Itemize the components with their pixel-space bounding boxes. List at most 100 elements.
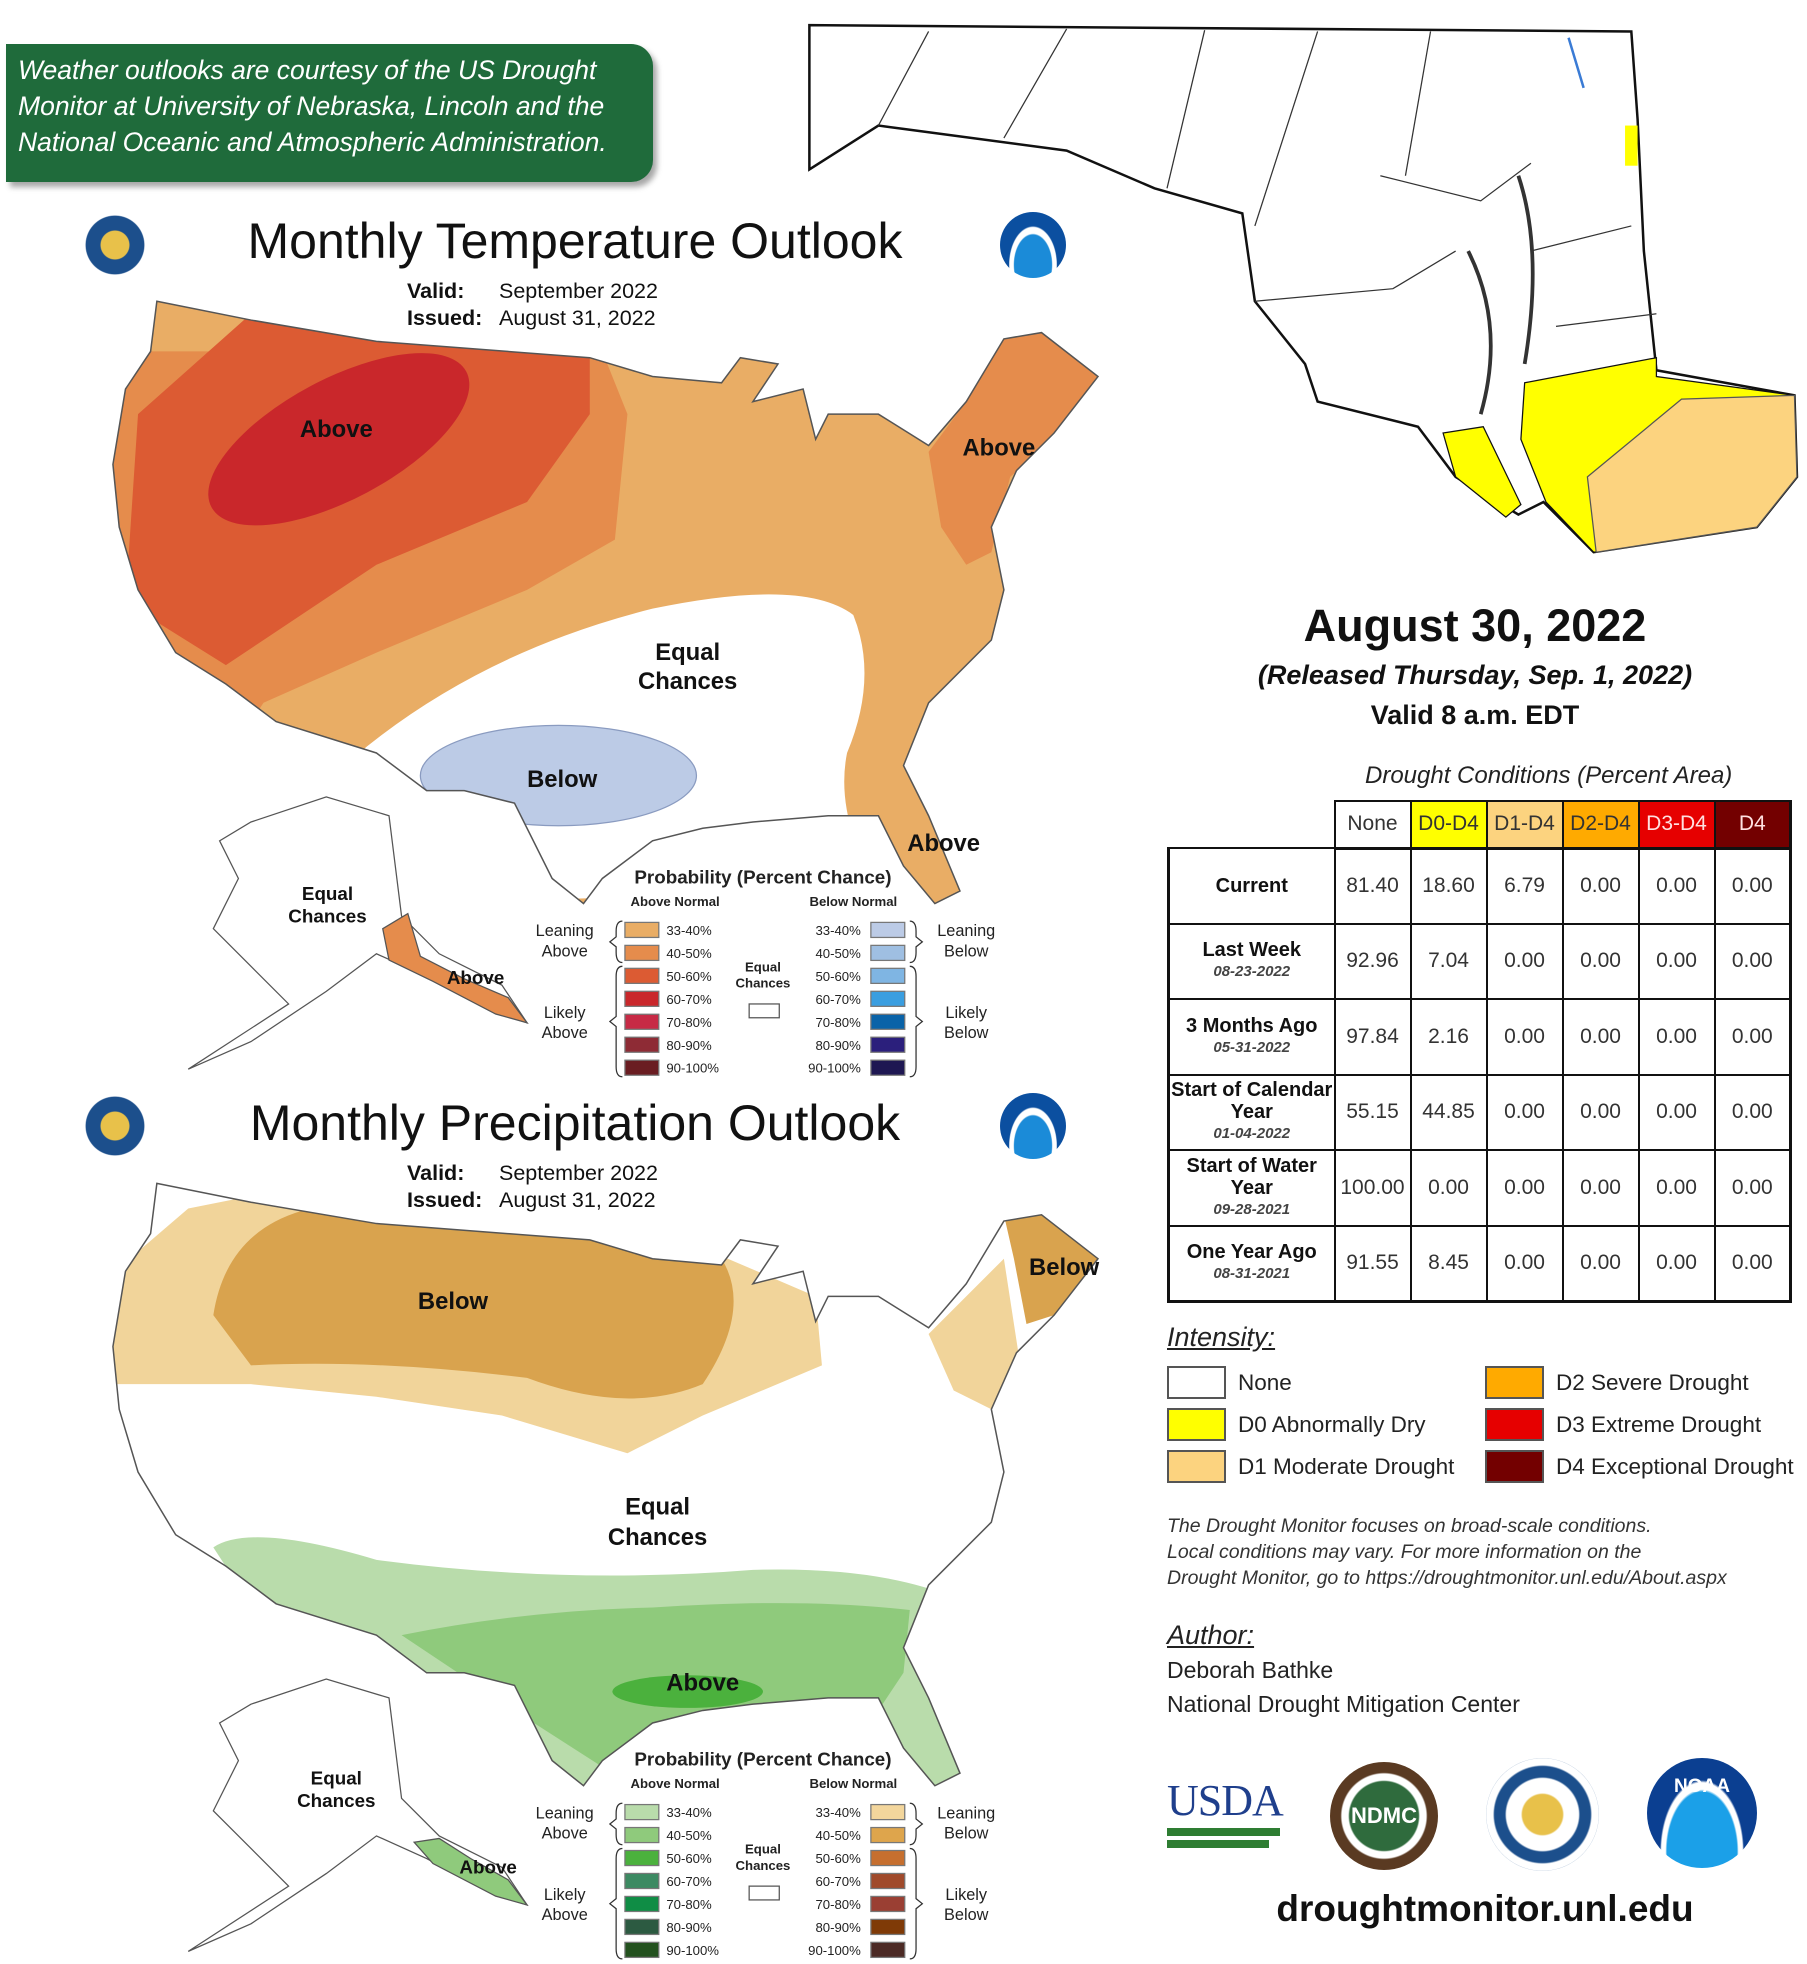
precip-map-labels: Below Below Equal Chances Above Equal Ch… (297, 1254, 1100, 1878)
label-ak-above: Above (459, 1857, 517, 1878)
legend-brace (608, 965, 623, 1078)
legend-swatch-below (870, 921, 906, 939)
legend-likely-below: Likely (945, 1004, 988, 1022)
legend-swatch-below (870, 990, 906, 1007)
valid-time: Valid 8 a.m. EDT (1370, 700, 1580, 730)
table-cell: 2.16 (1409, 998, 1488, 1076)
table-cell: 0.00 (1713, 847, 1792, 925)
legend-swatch-above (624, 1059, 660, 1076)
precip-below-northeast-light (928, 1258, 1019, 1410)
intensity-swatch (1167, 1408, 1226, 1441)
legend-range-below: 40-50% (815, 1828, 861, 1843)
legend-swatch-below (870, 1803, 906, 1821)
table-cell: 0.00 (1637, 998, 1716, 1076)
legend-range-below: 33-40% (815, 923, 861, 938)
intensity-label: None (1238, 1369, 1292, 1395)
intensity-title: Intensity: (1167, 1322, 1276, 1352)
label-above-gulf: Above (666, 1669, 739, 1696)
legend-range-above: 90-100% (666, 1061, 719, 1076)
legend-range-below: 90-100% (808, 1061, 861, 1076)
table-row: Last Week 08-23-2022 92.96 7.04 0.00 0.00 0.00… (1167, 922, 1792, 1000)
label-below-northeast: Below (1029, 1254, 1100, 1281)
legend-range-below: 60-70% (815, 992, 861, 1007)
intensity-label: D4 Exceptional Drought (1556, 1453, 1794, 1479)
legend-swatch-below (870, 1826, 906, 1844)
legend-range-below: 50-60% (815, 1851, 861, 1866)
legend-leaning-below: Leaning (937, 1804, 995, 1822)
legend-range-below: 70-80% (815, 1015, 861, 1030)
legend-leaning-above: Leaning (536, 922, 594, 940)
legend-brace (909, 1802, 924, 1846)
label-equal: Equal (625, 1494, 690, 1521)
label-ak-chances: Chances (288, 905, 366, 926)
row-label: One Year Ago 08-31-2021 (1167, 1224, 1336, 1303)
precip-issued-value: August 31, 2022 (499, 1188, 656, 1212)
legend-swatch-above (624, 1013, 660, 1030)
legend-swatch-above (624, 1918, 660, 1936)
table-cell: 0.00 (1409, 1149, 1488, 1227)
temperature-map: Above Above Equal Chances Below Above Eq… (112, 300, 1099, 1078)
table-cell: 0.00 (1637, 847, 1716, 925)
temp-alaska-above (382, 912, 529, 1024)
maryland-drought-map (808, 23, 1799, 554)
table-cell: 91.55 (1333, 1224, 1412, 1303)
legend-brace (909, 1847, 924, 1960)
intensity-item: D0 Abnormally Dry (1167, 1408, 1426, 1441)
website-url[interactable]: droughtmonitor.unl.edu (1276, 1888, 1694, 1929)
column-header: None (1333, 800, 1412, 850)
table-cell: 0.00 (1561, 998, 1640, 1076)
legend-leaning-above: Leaning (536, 1804, 594, 1822)
legend-swatch-below (870, 1918, 906, 1936)
label-ak-chances: Chances (297, 1790, 375, 1811)
row-label: 3 Months Ago 05-31-2022 (1167, 998, 1336, 1076)
table-cell: 0.00 (1713, 1073, 1792, 1151)
commerce-seal-logo (82, 1093, 148, 1159)
noaa-logo: NOAA (1647, 1758, 1757, 1868)
label-below: Below (527, 766, 598, 793)
legend-title: Probability (Percent Chance) (634, 866, 891, 887)
intensity-label: D0 Abnormally Dry (1238, 1411, 1426, 1437)
label-above-northeast: Above (962, 435, 1035, 462)
label-equal: Equal (655, 639, 720, 666)
legend-range-above: 60-70% (666, 992, 712, 1007)
table-cell: 92.96 (1333, 922, 1412, 1000)
legend-range-above: 50-60% (666, 969, 712, 984)
precip-alaska (187, 1678, 529, 1952)
table-cell: 7.04 (1409, 922, 1488, 1000)
legend-range-below: 70-80% (815, 1897, 861, 1912)
temp-above-northeast (928, 328, 1099, 565)
table-cell: 0.00 (1637, 1224, 1716, 1303)
label-ak-equal: Equal (311, 1767, 362, 1788)
banner-line: National Oceanic and Atmospheric Adminis… (18, 127, 607, 157)
legend-range-above: 40-50% (666, 1828, 712, 1843)
disclaimer: The Drought Monitor focuses on broad-sca… (1167, 1515, 1727, 1589)
table-cell: 81.40 (1333, 847, 1412, 925)
temp-issued-value: August 31, 2022 (499, 306, 656, 330)
table-cell: 18.60 (1409, 847, 1488, 925)
legend-likely-below: Below (944, 1024, 989, 1042)
table-cell: 0.00 (1561, 1073, 1640, 1151)
banner-line: Monitor at University of Nebraska, Linco… (18, 91, 605, 121)
row-label: Start of Calendar Year 01-04-2022 (1167, 1073, 1336, 1151)
table-cell: 0.00 (1713, 998, 1792, 1076)
legend-below-header: Below Normal (809, 1776, 897, 1791)
ndmc-logo: NDMC (1330, 1762, 1438, 1870)
column-header: D4 (1713, 800, 1792, 850)
legend-range-below: 50-60% (815, 969, 861, 984)
legend-swatch-above (624, 944, 660, 962)
label-below-north: Below (418, 1288, 489, 1315)
temp-above-60-70 (208, 353, 470, 526)
legend-swatch-above (624, 1849, 660, 1867)
legend-leaning-below: Leaning (937, 922, 995, 940)
temp-map-labels: Above Above Equal Chances Below Above Eq… (288, 416, 1035, 988)
noaa-logo (1000, 212, 1066, 278)
legend-brace (608, 920, 623, 964)
author-title: Author: (1167, 1620, 1255, 1650)
legend-swatch-above (624, 1803, 660, 1821)
legend-leaning-below: Below (944, 942, 989, 960)
legend-leaning-below: Below (944, 1824, 989, 1842)
drought-map-date: August 30, 2022 (1303, 600, 1647, 651)
intensity-item: D2 Severe Drought (1485, 1366, 1749, 1399)
legend-range-below: 40-50% (815, 946, 861, 961)
